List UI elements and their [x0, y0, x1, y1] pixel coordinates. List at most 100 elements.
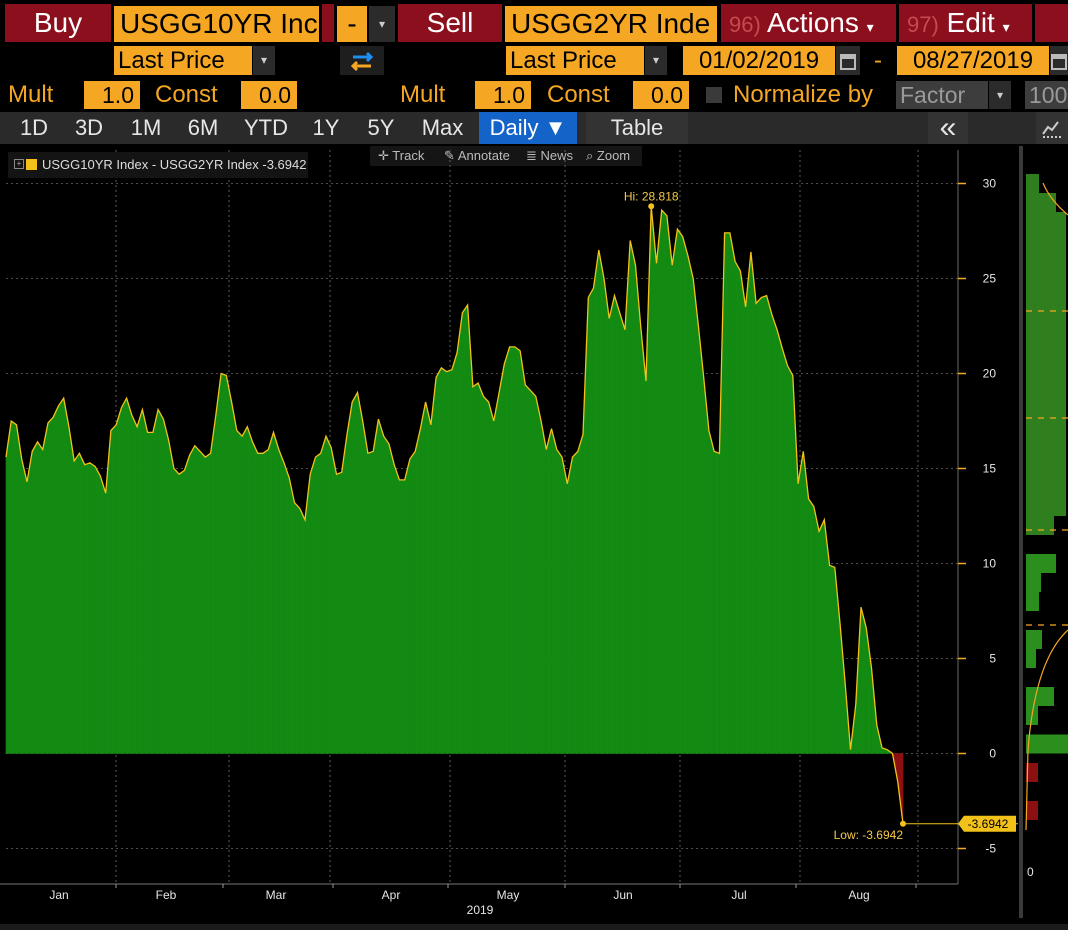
area-segment — [514, 346, 521, 754]
field-date-row: Last Price ▾ Last Price ▾ 01/02/2019 - 0… — [0, 46, 1068, 78]
side-histogram-bar — [1026, 459, 1066, 478]
range-1d-button[interactable]: 1D — [19, 115, 49, 140]
area-segment — [362, 420, 369, 754]
table-button[interactable]: Table — [586, 112, 688, 144]
edit-menu-button[interactable]: 97) Edit ▾ — [899, 4, 1032, 42]
area-segment — [100, 476, 106, 754]
area-segment — [771, 314, 778, 754]
chart-series-line — [5, 206, 904, 824]
track-tool[interactable]: ✛ Track — [378, 146, 424, 166]
range-3d-button[interactable]: 3D — [74, 115, 104, 140]
area-segment — [47, 416, 54, 754]
start-date-input[interactable]: 01/02/2019 — [683, 46, 835, 75]
area-segment — [892, 753, 899, 783]
buy-security-input[interactable]: USGG10YR Inc — [114, 6, 319, 42]
area-segment — [451, 352, 458, 754]
area-segment — [561, 457, 568, 754]
area-segment — [687, 255, 694, 754]
area-segment — [640, 325, 647, 754]
range-1m-button[interactable]: 1M — [130, 115, 162, 140]
normalize-select[interactable]: Factor — [896, 81, 988, 109]
area-segment — [178, 469, 185, 754]
actions-menu-button[interactable]: 96) Actions ▾ — [721, 4, 896, 42]
normalize-checkbox[interactable] — [706, 87, 722, 103]
buy-const-input[interactable]: 0.0 — [241, 81, 297, 109]
sell-mult-input[interactable]: 1.0 — [475, 81, 531, 109]
area-segment — [210, 415, 217, 754]
area-segment — [844, 685, 851, 754]
legend-expand-icon[interactable]: + — [14, 159, 24, 169]
area-segment — [262, 448, 269, 754]
area-segment — [650, 206, 657, 754]
side-histogram-bar — [1026, 706, 1038, 725]
swap-securities-button[interactable] — [340, 46, 384, 75]
sell-security-input[interactable]: USGG2YR Inde — [505, 6, 717, 42]
area-segment — [551, 428, 558, 754]
date-range-separator: - — [874, 47, 882, 74]
area-segment — [63, 398, 70, 754]
sell-field-dropdown-icon[interactable]: ▾ — [645, 46, 667, 75]
area-segment — [21, 458, 28, 754]
buy-field-dropdown-icon[interactable]: ▾ — [253, 46, 275, 75]
chart-legend[interactable]: + USGG10YR Index - USGG2YR Index -3.6942 — [8, 152, 308, 178]
panel-divider[interactable] — [1019, 146, 1023, 918]
sell-const-input[interactable]: 0.0 — [633, 81, 689, 109]
news-tool[interactable]: ≣ News — [526, 146, 573, 166]
side-histogram-bar — [1026, 250, 1066, 269]
area-segment — [587, 287, 594, 754]
header-overflow-cell — [1035, 4, 1068, 42]
operator-dropdown-icon[interactable]: ▾ — [369, 6, 395, 42]
range-ytd-button[interactable]: YTD — [244, 115, 288, 140]
edit-label: Edit — [946, 7, 995, 38]
area-segment — [430, 377, 437, 754]
calendar-icon — [1051, 54, 1067, 70]
area-segment — [31, 441, 38, 754]
side-histogram-bar — [1026, 193, 1056, 212]
buy-mult-input[interactable]: 1.0 — [84, 81, 140, 109]
area-segment — [52, 405, 59, 754]
side-histogram-bar — [1026, 630, 1042, 649]
factor-input[interactable]: 100 — [1025, 81, 1068, 109]
range-5y-button[interactable]: 5Y — [367, 115, 395, 140]
area-segment — [855, 607, 862, 754]
chart-settings-button[interactable] — [1036, 112, 1068, 144]
y-tick-label: -5 — [985, 842, 996, 856]
area-segment — [246, 426, 253, 754]
annotate-tool[interactable]: ✎ Annotate — [444, 146, 510, 166]
sell-mult-label: Mult — [400, 81, 446, 108]
area-segment — [409, 450, 416, 754]
area-segment — [493, 392, 500, 754]
periodicity-daily-button[interactable]: Daily ▼ — [479, 112, 577, 144]
area-segment — [110, 424, 117, 754]
area-segment — [824, 519, 830, 754]
range-6m-button[interactable]: 6M — [187, 115, 219, 140]
area-segment — [483, 395, 489, 754]
normalize-dropdown-icon[interactable]: ▾ — [989, 81, 1011, 109]
zoom-tool[interactable]: ⌕ Zoom — [586, 146, 630, 166]
area-segment — [231, 401, 238, 754]
hi-point-marker — [648, 203, 655, 210]
area-segment — [593, 249, 600, 754]
range-1y-button[interactable]: 1Y — [312, 115, 340, 140]
area-segment — [241, 426, 248, 754]
side-histogram-bar — [1026, 687, 1054, 706]
buy-field-select[interactable]: Last Price — [114, 46, 252, 75]
area-segment — [734, 261, 741, 754]
area-segment — [708, 430, 715, 754]
start-date-calendar-button[interactable] — [836, 46, 860, 75]
area-segment — [813, 506, 820, 754]
area-segment — [136, 409, 143, 754]
operator-select[interactable]: - — [337, 6, 367, 42]
area-segment — [530, 389, 537, 754]
area-segment — [519, 350, 526, 754]
sell-field-select[interactable]: Last Price — [506, 46, 644, 75]
area-segment — [629, 240, 636, 754]
area-segment — [378, 419, 384, 754]
collapse-panel-button[interactable]: « — [928, 112, 968, 144]
area-segment — [713, 450, 720, 754]
range-max-button[interactable]: Max — [421, 115, 464, 140]
end-date-input[interactable]: 08/27/2019 — [897, 46, 1049, 75]
y-tick-label: 0 — [989, 747, 996, 761]
end-date-calendar-button[interactable] — [1050, 46, 1068, 75]
area-segment — [393, 464, 400, 754]
